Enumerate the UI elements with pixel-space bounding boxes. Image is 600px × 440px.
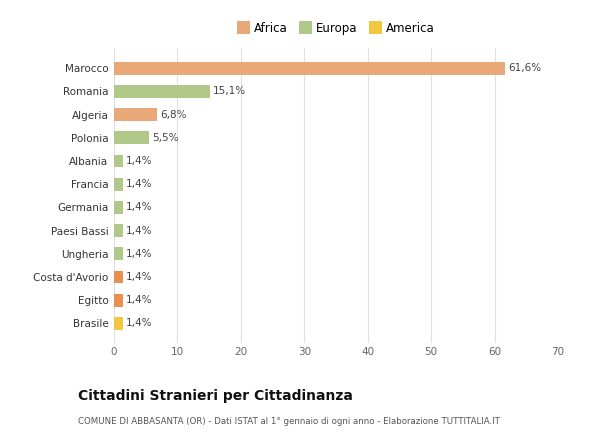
Bar: [114, 108, 157, 121]
Bar: [114, 271, 123, 283]
Text: 1,4%: 1,4%: [126, 202, 152, 213]
Text: 1,4%: 1,4%: [126, 272, 152, 282]
Bar: [114, 132, 149, 144]
Text: 1,4%: 1,4%: [126, 249, 152, 259]
Text: 1,4%: 1,4%: [126, 179, 152, 189]
Bar: [114, 294, 123, 307]
Bar: [114, 224, 123, 237]
Bar: [114, 154, 123, 167]
Text: 6,8%: 6,8%: [160, 110, 187, 120]
Text: 1,4%: 1,4%: [126, 319, 152, 328]
Bar: [114, 201, 123, 214]
Text: 1,4%: 1,4%: [126, 156, 152, 166]
Bar: [114, 178, 123, 191]
Text: Cittadini Stranieri per Cittadinanza: Cittadini Stranieri per Cittadinanza: [78, 389, 353, 403]
Bar: [114, 62, 505, 74]
Text: 61,6%: 61,6%: [508, 63, 541, 73]
Legend: Africa, Europa, America: Africa, Europa, America: [234, 19, 438, 39]
Bar: [114, 317, 123, 330]
Text: COMUNE DI ABBASANTA (OR) - Dati ISTAT al 1° gennaio di ogni anno - Elaborazione : COMUNE DI ABBASANTA (OR) - Dati ISTAT al…: [78, 417, 500, 426]
Text: 5,5%: 5,5%: [152, 133, 179, 143]
Text: 1,4%: 1,4%: [126, 295, 152, 305]
Bar: [114, 85, 210, 98]
Bar: [114, 247, 123, 260]
Text: 15,1%: 15,1%: [213, 86, 246, 96]
Text: 1,4%: 1,4%: [126, 226, 152, 235]
